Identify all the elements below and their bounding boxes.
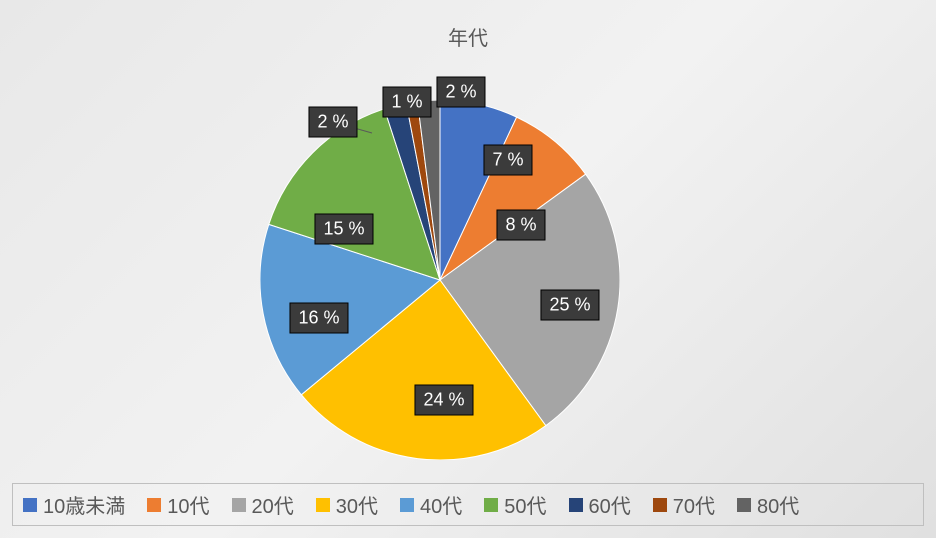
- legend-swatch: [147, 498, 161, 512]
- legend-label: 40代: [420, 490, 462, 519]
- legend-swatch: [484, 498, 498, 512]
- pie-data-label: 15 %: [314, 214, 373, 245]
- legend-item: 60代: [569, 490, 631, 519]
- legend-swatch: [653, 498, 667, 512]
- legend-label: 30代: [336, 490, 378, 519]
- legend-label: 20代: [252, 490, 294, 519]
- legend-label: 10歳未満: [43, 490, 125, 519]
- legend-item: 10代: [147, 490, 209, 519]
- pie-data-label: 7 %: [483, 145, 532, 176]
- legend-item: 20代: [232, 490, 294, 519]
- pie-data-label: 16 %: [289, 303, 348, 334]
- legend-label: 10代: [167, 490, 209, 519]
- legend: 10歳未満 10代 20代 30代 40代 50代 60代 70代 80代: [12, 483, 924, 526]
- pie-data-label: 8 %: [496, 210, 545, 241]
- pie-data-label: 24 %: [414, 385, 473, 416]
- pie-data-label: 1 %: [382, 87, 431, 118]
- legend-item: 50代: [484, 490, 546, 519]
- legend-label: 50代: [504, 490, 546, 519]
- pie-data-label: 25 %: [540, 290, 599, 321]
- legend-item: 40代: [400, 490, 462, 519]
- pie-data-label: 2 %: [308, 107, 357, 138]
- legend-swatch: [232, 498, 246, 512]
- legend-item: 30代: [316, 490, 378, 519]
- pie-data-label: 2 %: [436, 77, 485, 108]
- legend-label: 80代: [757, 490, 799, 519]
- legend-swatch: [316, 498, 330, 512]
- legend-label: 60代: [589, 490, 631, 519]
- legend-item: 70代: [653, 490, 715, 519]
- legend-label: 70代: [673, 490, 715, 519]
- chart-title: 年代: [0, 22, 936, 51]
- legend-item: 10歳未満: [23, 490, 125, 519]
- legend-item: 80代: [737, 490, 799, 519]
- legend-swatch: [23, 498, 37, 512]
- age-pie-chart: 年代 10歳未満 10代 20代 30代 40代 50代 60代 70代 80代 7 % 8 % 2…: [0, 0, 936, 538]
- legend-swatch: [400, 498, 414, 512]
- legend-swatch: [569, 498, 583, 512]
- legend-swatch: [737, 498, 751, 512]
